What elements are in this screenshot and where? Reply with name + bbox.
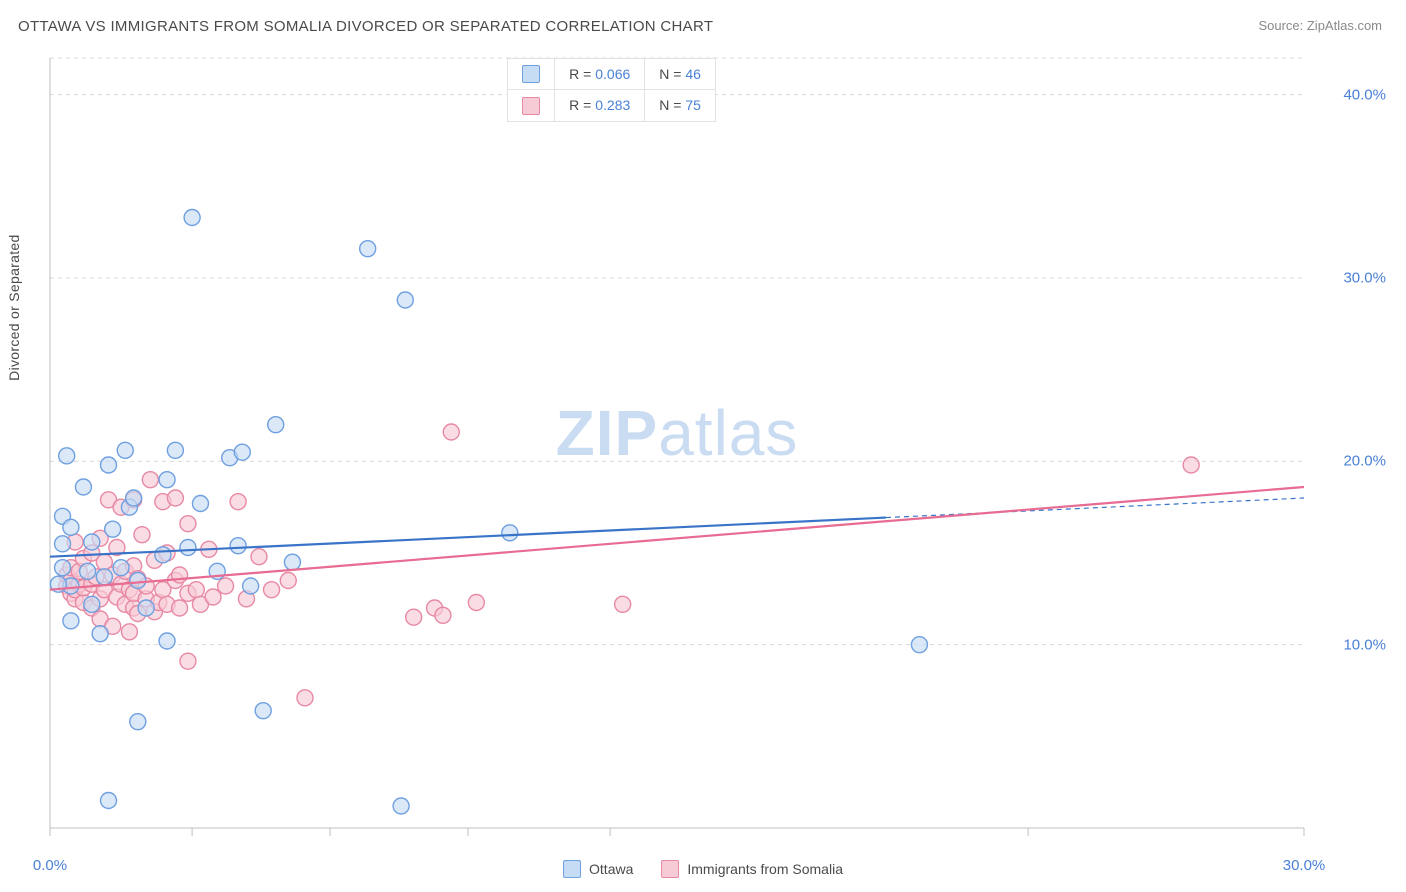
- legend-swatch: [522, 97, 540, 115]
- scatter-chart: [48, 56, 1306, 842]
- legend-label: Ottawa: [589, 861, 633, 877]
- x-tick-label: 0.0%: [33, 857, 67, 874]
- legend-swatch: [661, 860, 679, 878]
- legend-item: Immigrants from Somalia: [661, 860, 843, 878]
- y-axis-label: Divorced or Separated: [6, 234, 22, 380]
- y-tick-label: 10.0%: [1343, 636, 1386, 653]
- y-tick-label: 30.0%: [1343, 270, 1386, 287]
- legend-bottom: Ottawa Immigrants from Somalia: [563, 860, 843, 878]
- legend-swatch: [522, 65, 540, 83]
- legend-label: Immigrants from Somalia: [687, 861, 843, 877]
- chart-container: ZIPatlas R = 0.066N = 46R = 0.283N = 75: [48, 56, 1306, 842]
- y-tick-label: 40.0%: [1343, 86, 1386, 103]
- y-tick-label: 20.0%: [1343, 453, 1386, 470]
- chart-title: OTTAWA VS IMMIGRANTS FROM SOMALIA DIVORC…: [18, 18, 713, 35]
- legend-stats: R = 0.066N = 46R = 0.283N = 75: [507, 58, 716, 122]
- x-tick-label: 30.0%: [1283, 857, 1326, 874]
- source-label: Source: ZipAtlas.com: [1258, 18, 1382, 33]
- legend-swatch: [563, 860, 581, 878]
- legend-item: Ottawa: [563, 860, 633, 878]
